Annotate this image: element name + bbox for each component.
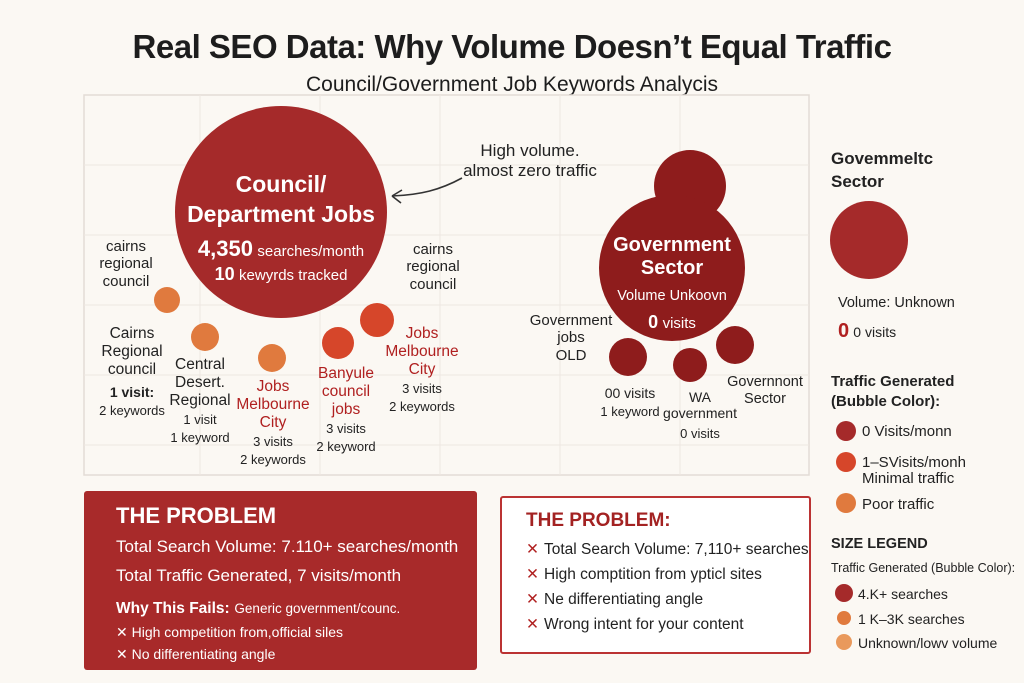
bubble-cairns-left xyxy=(154,287,180,313)
problem-panel-right: THE PROBLEM: ✕ Total Search Volume: 7,110… xyxy=(500,496,811,654)
legend-traffic-item-2: Minimal traffic xyxy=(862,470,955,487)
bubble-council-department-jobs xyxy=(175,106,387,318)
council-bubble-searches: 4,350 searches/month xyxy=(197,236,365,261)
legend-size-heading: SIZE LEGEND xyxy=(831,536,928,552)
legend-size-1k-3k xyxy=(837,611,851,625)
label-banyule: Banyule council jobs 3 visits 2 keyword xyxy=(316,365,376,455)
label-cairns-left: cairns regional council xyxy=(99,238,153,290)
government-bubble-title: Government Sector xyxy=(613,234,731,279)
problem-left-traffic: Total Traffic Generated, 7 visits/month xyxy=(116,566,402,585)
label-gov-sector-small: Governnont Sector xyxy=(727,374,803,407)
label-central-desert: Central Desert. Regional 1 visit 1 keyword xyxy=(169,356,231,446)
legend-size-subheading: Traffic Generated (Bubble Color): xyxy=(831,561,1016,575)
bubble-jobs-melbourne-2 xyxy=(360,303,394,337)
page-title: Real SEO Data: Why Volume Doesn’t Equal … xyxy=(132,28,892,65)
legend-size-item-1: 1 K–3K searches xyxy=(858,611,965,627)
problem-right-item-2: ✕ Ne differentiating angle xyxy=(526,591,704,608)
page-subtitle: Council/Government Job Keywords Analycis xyxy=(305,73,719,96)
legend-traffic-heading: Traffic Generated (Bubble Color): xyxy=(831,373,955,410)
bubble-gov-sector-small xyxy=(716,326,754,364)
problem-right-item-0: ✕ Total Search Volume: 7,110+ searches xyxy=(526,541,809,558)
legend-dot-1-5-visits xyxy=(836,452,856,472)
legend-size-item-2: Unknown/lowv volume xyxy=(858,635,998,651)
label-cairns-right: cairns regional council xyxy=(406,241,460,293)
legend-size-unknown xyxy=(836,634,852,650)
label-jobs-melbourne-1: Jobs Melbourne City 3 visits 2 keywords xyxy=(236,378,310,468)
legend-dot-0-visits xyxy=(836,421,856,441)
chart-frame xyxy=(83,94,810,476)
problem-left-item-1: ✕ No differentiating angle xyxy=(116,646,276,662)
problem-left-item-0: ✕ High competition from,official siles xyxy=(116,624,344,640)
legend-visits: 0 0 visits xyxy=(838,320,897,342)
legend-traffic-item-0: 0 Visits/monn xyxy=(862,423,952,440)
problem-left-why: Why This Fails: Generic government/counc… xyxy=(116,600,401,617)
legend-dot-poor-traffic xyxy=(836,493,856,513)
label-gov-jobs-old: Government jobs OLD xyxy=(529,312,613,364)
annotation-arrow xyxy=(391,177,463,197)
problem-left-volume: Total Search Volume: 7.110+ searches/mon… xyxy=(116,537,459,556)
bubble-banyule xyxy=(322,327,354,359)
label-wa-government: WA government 0 visits xyxy=(663,389,737,442)
legend-heading: Govemmeltc Sector xyxy=(831,149,934,191)
problem-right-item-3: ✕ Wrong intent for your content xyxy=(526,616,744,633)
problem-left-heading: THE PROBLEM xyxy=(116,503,277,528)
legend-size-item-0: 4.K+ searches xyxy=(858,586,948,602)
legend-size-4k xyxy=(835,584,853,602)
annotation-text: High volume. almost zero traffic xyxy=(463,141,597,180)
council-bubble-tracked: 10 kewyrds tracked xyxy=(214,264,348,284)
bubble-government-sector xyxy=(599,195,745,341)
government-bubble-volume: Volume Unkoovn xyxy=(617,288,727,304)
bubble-wa-government xyxy=(673,348,707,382)
bubble-jobs-melbourne-1 xyxy=(258,344,286,372)
legend-traffic-item-1: 1–SVisits/monh xyxy=(862,454,966,471)
council-bubble-title: Council/ Department Jobs xyxy=(187,171,375,228)
label-gov-old-stats: 00 visits 1 keyword xyxy=(600,385,660,420)
problem-panel-left: THE PROBLEM Total Search Volume: 7.110+ … xyxy=(84,491,477,670)
bubble-cairns-regional xyxy=(191,323,219,351)
legend-traffic-item-3: Poor traffic xyxy=(862,496,935,513)
label-jobs-melbourne-2: Jobs Melbourne City 3 visits 2 keywords xyxy=(385,325,459,415)
bubble-gov-jobs-old xyxy=(609,338,647,376)
problem-right-item-1: ✕ High comptition from ypticl sites xyxy=(526,566,762,583)
legend-bubble-government xyxy=(830,201,908,279)
government-bubble-visits: 0 visits xyxy=(648,312,696,332)
label-cairns-regional: Cairns Regional council 1 visit: 2 keyword… xyxy=(99,325,165,418)
legend-volume: Volume: Unknown xyxy=(838,295,955,311)
problem-right-heading: THE PROBLEM: xyxy=(526,510,671,531)
